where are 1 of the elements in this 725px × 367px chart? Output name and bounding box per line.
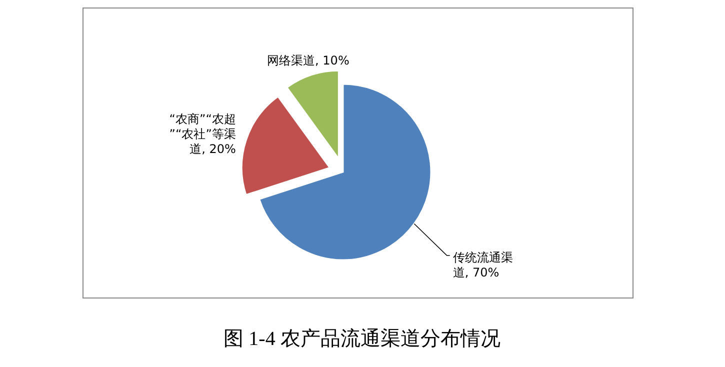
title: 图 1-4 农产品流通渠道分布情况 [224,328,500,350]
